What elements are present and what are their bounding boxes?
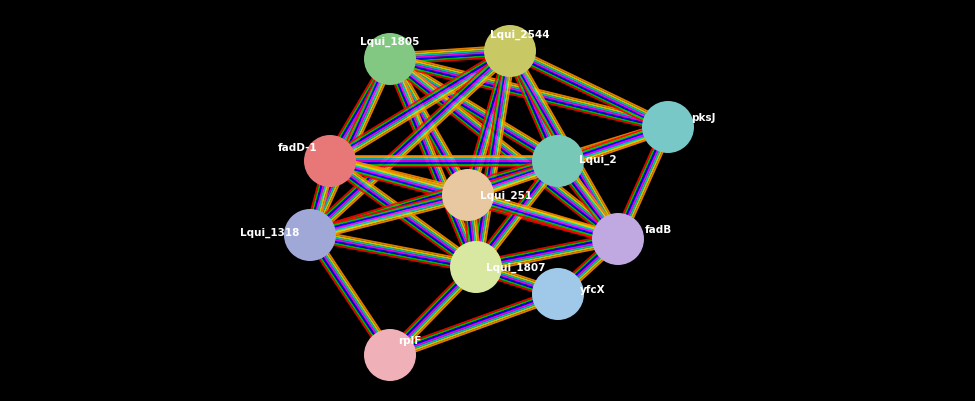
Ellipse shape [284, 209, 336, 261]
Text: fadD-1: fadD-1 [278, 143, 318, 153]
Ellipse shape [642, 102, 694, 154]
Text: fadB: fadB [644, 225, 672, 235]
Ellipse shape [592, 213, 644, 265]
Ellipse shape [364, 34, 416, 86]
Text: Lqui_1807: Lqui_1807 [487, 262, 546, 272]
Ellipse shape [450, 241, 502, 293]
Ellipse shape [304, 136, 356, 188]
Text: Lqui_1318: Lqui_1318 [240, 227, 299, 237]
Text: yfcX: yfcX [580, 284, 605, 294]
Text: Lqui_2: Lqui_2 [579, 154, 617, 165]
Text: pksJ: pksJ [690, 113, 716, 123]
Text: rplF: rplF [399, 335, 422, 345]
Text: Lqui_1805: Lqui_1805 [361, 37, 419, 47]
Text: Lqui_2544: Lqui_2544 [490, 30, 550, 40]
Text: Lqui_251: Lqui_251 [480, 190, 532, 200]
Ellipse shape [364, 329, 416, 381]
Ellipse shape [532, 136, 584, 188]
Ellipse shape [484, 26, 536, 78]
Ellipse shape [532, 268, 584, 320]
Ellipse shape [442, 170, 494, 221]
